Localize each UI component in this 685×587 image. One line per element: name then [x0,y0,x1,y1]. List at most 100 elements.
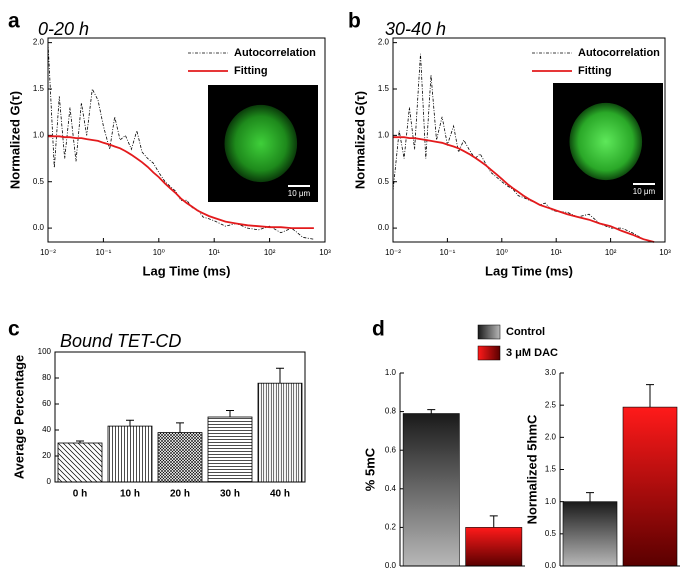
y-tick-label: 2.0 [378,38,390,47]
y-tick-label: 0 [47,477,52,486]
plot-frame [392,37,666,243]
y-tick-label: 80 [42,373,51,382]
error-bar [276,367,284,384]
x-tick-label: 0 h [73,489,87,500]
y-tick-label: 1.5 [33,84,45,93]
error-bar [427,409,436,414]
legend-swatch [477,324,501,340]
y-tick-label: 40 [42,425,51,434]
y-tick-label: 1.0 [385,368,397,377]
y-tick-label: 2.0 [33,38,45,47]
x-tick-label: 10¹ [550,248,562,257]
y-tick-label: 20 [42,451,51,460]
bar [402,413,460,567]
y-tick-label: 60 [42,399,51,408]
x-tick-label: 10¹ [208,248,220,257]
y-tick-label: 0.6 [385,445,397,454]
y-tick-label: 1.0 [545,497,557,506]
bar [622,406,678,567]
series-line [47,42,314,240]
panel-label: d [372,318,385,341]
legend-swatch [477,345,501,361]
y-tick-label: 0.0 [545,561,557,570]
x-tick-label: 10² [605,248,617,257]
x-tick-label: 10⁰ [153,248,165,257]
y-tick-label: 2.0 [545,432,557,441]
x-tick-label: 10⁻¹ [440,248,456,257]
y-tick-label: 0.0 [385,561,397,570]
series-line [393,136,655,243]
x-tick-label: 10⁻² [40,248,56,257]
x-tick-label: 10³ [319,248,331,257]
plot-frame [47,37,326,243]
bar [57,442,103,483]
y-tick-label: 2.5 [545,400,557,409]
panel-label: a [8,10,20,33]
x-axis-label: Lag Time (ms) [143,263,231,278]
panel-title: 30-40 h [385,19,446,39]
error-bar [489,515,498,528]
bar [465,527,523,567]
x-tick-label: 10² [264,248,276,257]
x-axis-label: Lag Time (ms) [485,263,573,278]
y-tick-label: 0.2 [385,523,397,532]
y-axis-label: Normalized G(τ) [7,91,22,189]
error-bar [586,492,594,502]
legend-label: Control [506,326,545,338]
x-tick-label: 10⁰ [496,248,508,257]
legend-label: Fitting [578,65,612,77]
series-line [392,53,655,243]
legend-label: 3 μM DAC [506,347,558,359]
scale-label: 10 μm [288,189,311,198]
bar [107,425,153,483]
panel-label: c [8,318,20,341]
legend-label: Fitting [234,65,268,77]
panel-title: Bound TET-CD [60,331,181,351]
panel-label: b [348,10,361,33]
x-tick-label: 30 h [220,489,240,500]
bar [207,416,253,483]
error-bar [646,384,654,408]
y-axis-label: Normalized 5hmC [524,414,539,524]
x-tick-label: 40 h [270,489,290,500]
x-tick-label: 20 h [170,489,190,500]
y-tick-label: 0.8 [385,407,397,416]
x-tick-label: 10 h [120,489,140,500]
y-tick-label: 1.5 [378,84,390,93]
y-tick-label: 0.4 [385,484,397,493]
y-axis-label: Normalized G(τ) [352,91,367,189]
bar [157,432,203,483]
y-tick-label: 0.5 [545,529,557,538]
scale-label: 10 μm [633,187,656,196]
plot-frame [54,351,306,483]
bar [257,382,303,483]
panel-title: 0-20 h [38,19,89,39]
legend-label: Autocorrelation [234,47,316,59]
series-line [48,135,314,229]
y-tick-label: 100 [38,347,52,356]
inset-cell [569,102,643,181]
y-tick-label: 0.5 [378,177,390,186]
legend-label: Autocorrelation [578,47,660,59]
y-tick-label: 0.0 [378,223,390,232]
y-tick-label: 1.0 [33,130,45,139]
y-tick-label: 0.0 [33,223,45,232]
y-tick-label: 1.5 [545,465,557,474]
x-tick-label: 10³ [659,248,671,257]
error-bar [126,419,134,427]
error-bar [226,410,234,417]
x-tick-label: 10⁻¹ [96,248,112,257]
error-bar [176,422,184,433]
y-tick-label: 3.0 [545,368,557,377]
x-tick-label: 10⁻² [385,248,401,257]
y-axis-label: % 5mC [362,447,377,491]
inset-cell [224,104,298,183]
bar [562,501,618,567]
y-tick-label: 0.5 [33,177,45,186]
y-tick-label: 1.0 [378,130,390,139]
y-axis-label: Average Percentage [11,355,26,480]
error-bar [76,440,84,443]
